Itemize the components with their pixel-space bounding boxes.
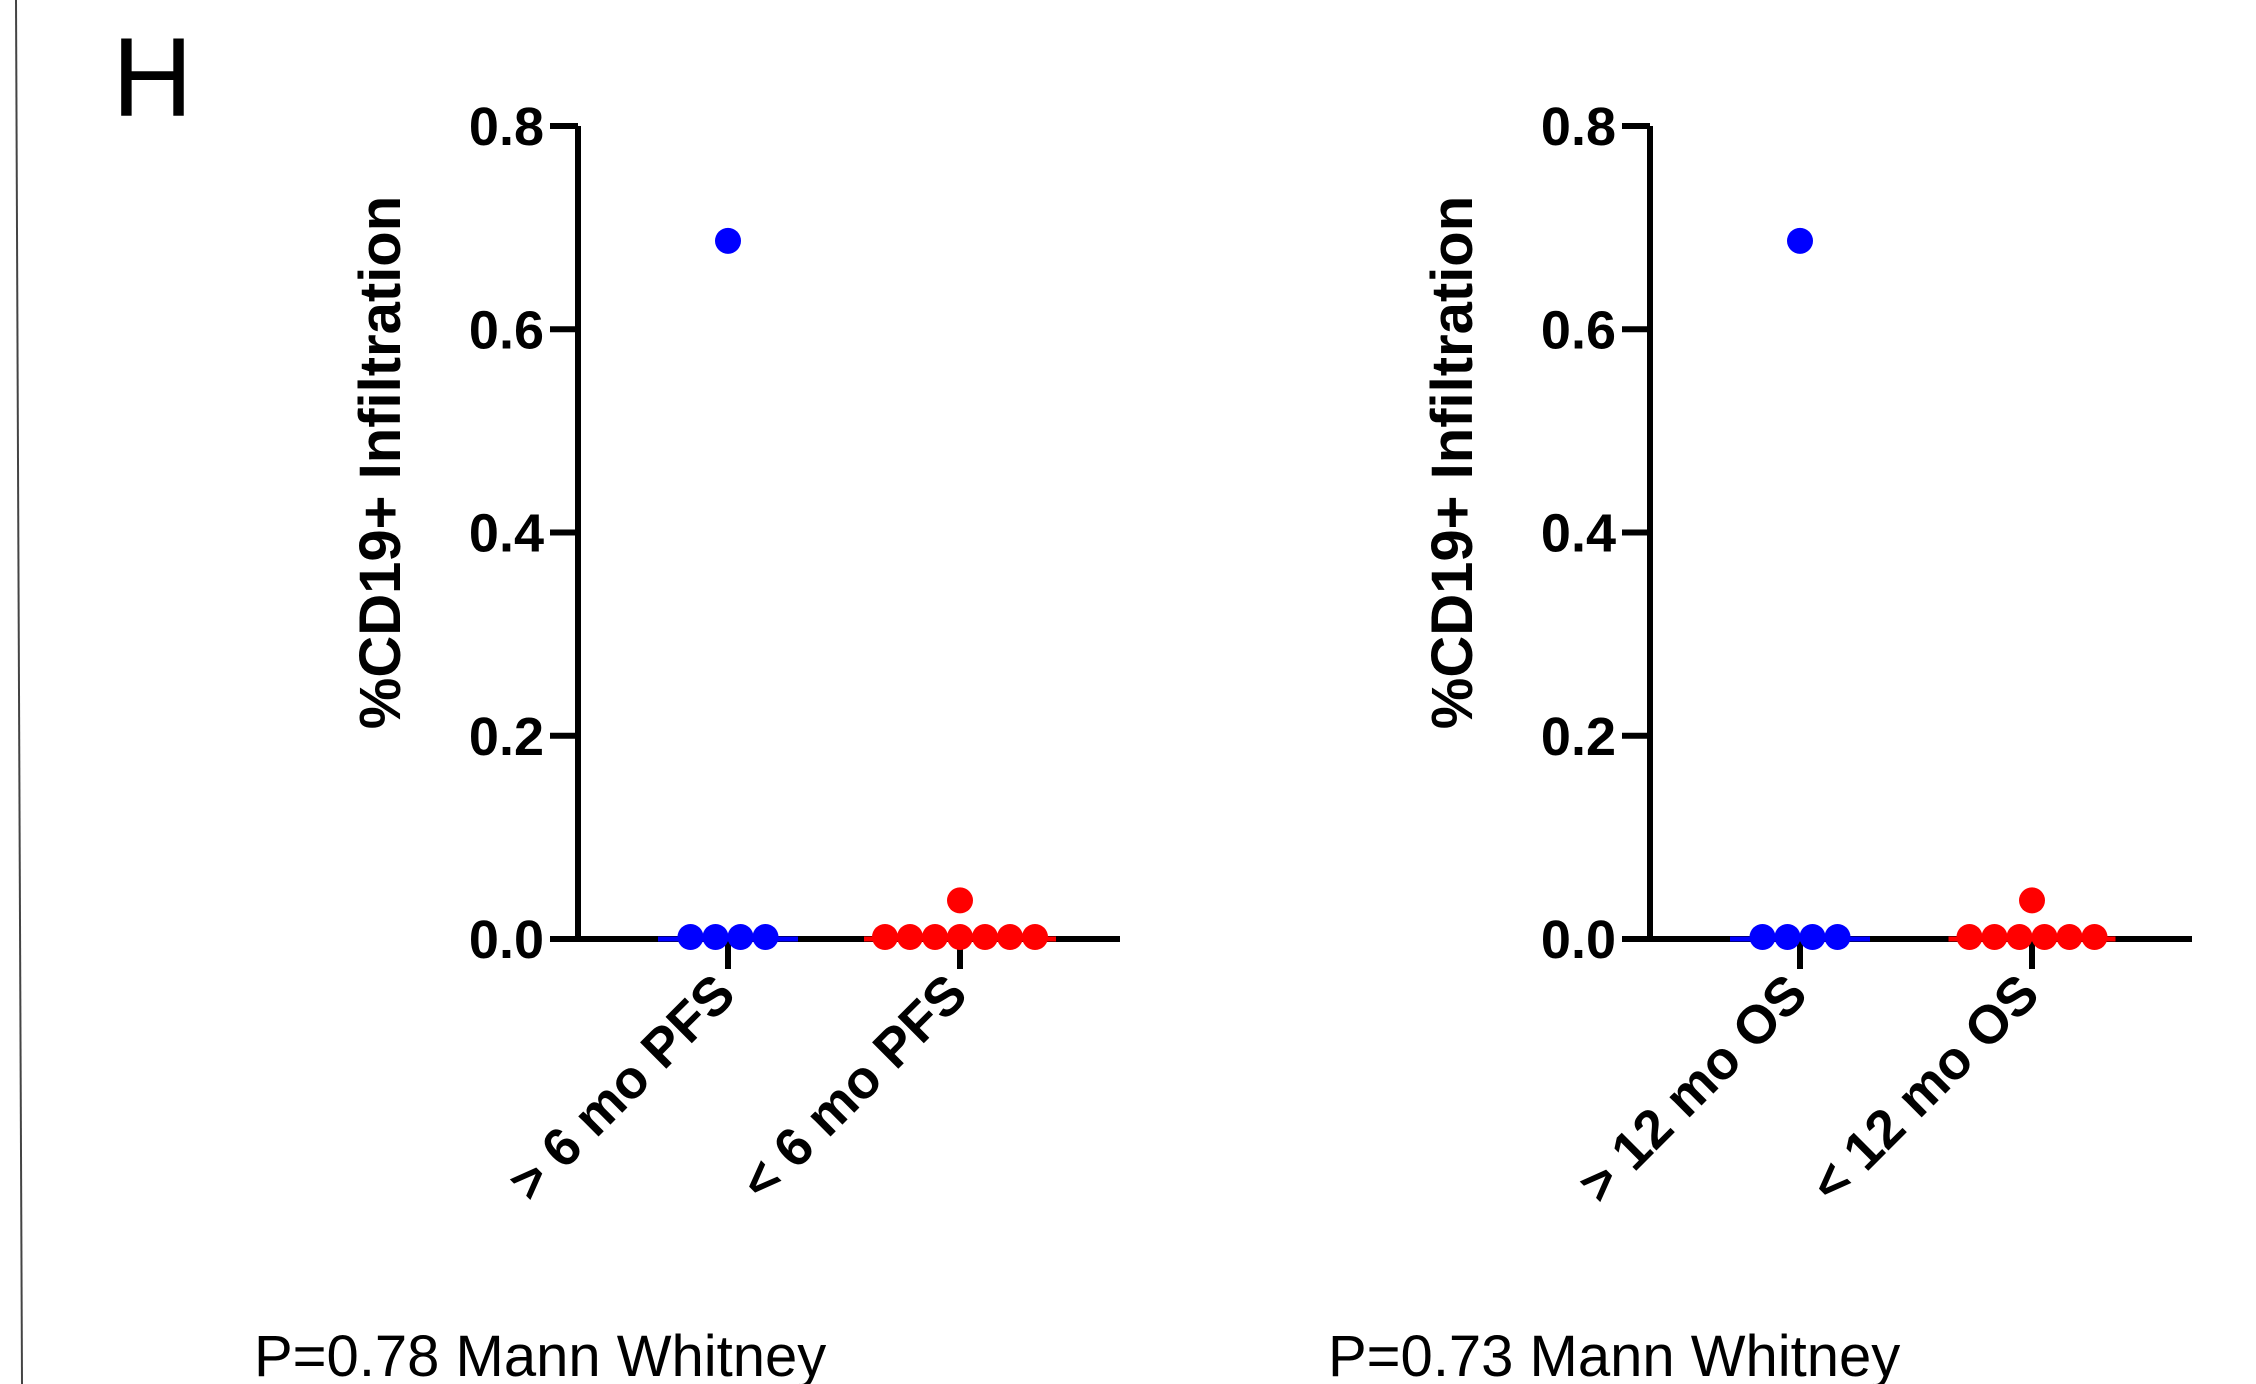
data-point xyxy=(715,227,741,254)
data-point xyxy=(2081,924,2108,950)
data-point xyxy=(702,924,729,950)
data-point xyxy=(947,924,973,950)
data-point xyxy=(2006,924,2033,950)
y-tick-label: 0.8 xyxy=(469,97,544,157)
data-point xyxy=(1824,924,1851,950)
data-point xyxy=(972,924,998,950)
data-point xyxy=(2056,924,2083,950)
data-point xyxy=(2019,887,2045,914)
y-tick-label: 0.6 xyxy=(1541,300,1616,360)
data-point xyxy=(727,924,754,950)
data-point xyxy=(1749,924,1776,950)
y-tick-label: 0.2 xyxy=(469,707,544,767)
left-border-line xyxy=(15,0,23,1384)
y-tick-label: 0.6 xyxy=(469,300,544,360)
panel-label: H xyxy=(112,15,193,140)
x-category-label: < 6 mo PFS xyxy=(729,963,978,1212)
data-point xyxy=(997,924,1023,950)
y-tick-label: 0.0 xyxy=(1541,910,1616,970)
x-category-label: > 6 mo PFS xyxy=(497,963,746,1212)
data-point xyxy=(947,887,973,914)
x-category-label: < 12 mo OS xyxy=(1799,963,2050,1214)
data-point xyxy=(677,924,704,950)
y-tick-label: 0.4 xyxy=(469,504,544,564)
dot-plot-pfs: 0.0 0.2 0.4 0.6 0.8 %CD19+ Infiltration > 6 mo… xyxy=(254,97,1120,1384)
y-tick-label: 0.0 xyxy=(469,910,544,970)
data-point xyxy=(872,924,898,950)
data-point xyxy=(897,924,923,950)
y-tick-label: 0.4 xyxy=(1541,504,1616,564)
data-point xyxy=(1022,924,1048,950)
data-point xyxy=(1956,924,1983,950)
x-category-label: > 12 mo OS xyxy=(1567,963,1818,1214)
data-point xyxy=(922,924,948,950)
dot-plot-os: 0.0 0.2 0.4 0.6 0.8 %CD19+ Infiltration > 12 m… xyxy=(1328,97,2192,1384)
stat-note: P=0.73 Mann Whitney xyxy=(1328,1324,1900,1384)
data-point xyxy=(752,924,779,950)
data-point xyxy=(1799,924,1826,950)
y-axis-title: %CD19+ Infiltration xyxy=(348,196,413,729)
stat-note: P=0.78 Mann Whitney xyxy=(254,1324,826,1384)
y-tick-label: 0.2 xyxy=(1541,707,1616,767)
data-point xyxy=(1981,924,2008,950)
data-point xyxy=(1787,227,1813,254)
data-point xyxy=(1774,924,1801,950)
data-point xyxy=(2031,924,2058,950)
y-tick-label: 0.8 xyxy=(1541,97,1616,157)
y-axis-title: %CD19+ Infiltration xyxy=(1420,196,1485,729)
